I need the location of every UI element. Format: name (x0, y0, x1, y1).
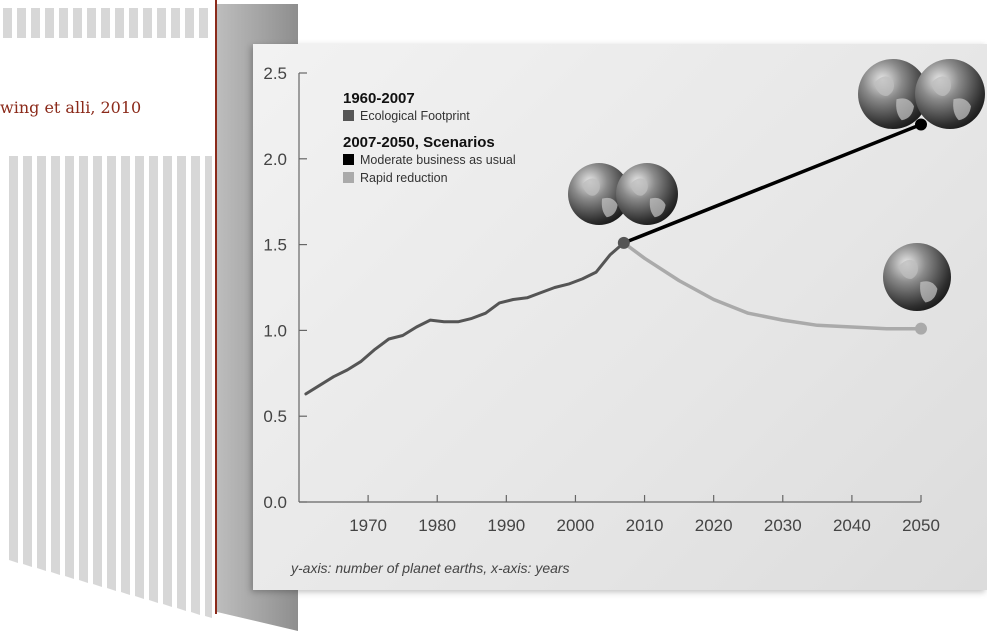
axis-caption: y-axis: number of planet earths, x-axis:… (290, 560, 570, 576)
y-tick-label: 1.0 (263, 321, 287, 340)
x-tick-label: 1980 (418, 516, 456, 535)
legend-heading-scenarios: 2007-2050, Scenarios (343, 134, 495, 151)
x-tick-label: 2010 (626, 516, 664, 535)
x-tick-label: 2030 (764, 516, 802, 535)
x-tick-label: 2040 (833, 516, 871, 535)
globe-icon (616, 163, 678, 225)
rapid-end-point (915, 323, 927, 335)
x-tick-label: 2000 (557, 516, 595, 535)
y-tick-label: 2.5 (263, 64, 287, 83)
legend-swatch-rapid (343, 172, 354, 183)
y-tick-label: 1.5 (263, 236, 287, 255)
x-tick-label: 2020 (695, 516, 733, 535)
legend-heading-historical: 1960-2007 (343, 90, 415, 107)
y-tick-label: 0.5 (263, 407, 287, 426)
x-tick-label: 1990 (487, 516, 525, 535)
series-line-1 (306, 243, 624, 394)
legend: 1960-2007 Ecological Footprint 2007-2050… (343, 90, 516, 185)
legend-swatch-footprint (343, 110, 354, 121)
legend-label-footprint: Ecological Footprint (360, 109, 470, 123)
x-tick-label: 1970 (349, 516, 387, 535)
globe-icon (915, 59, 985, 129)
series-line-3 (624, 243, 921, 329)
globe-icon (883, 243, 951, 311)
junction-point (618, 237, 630, 249)
y-tick-label: 2.0 (263, 150, 287, 169)
legend-label-moderate: Moderate business as usual (360, 153, 516, 167)
globe-decorations (568, 59, 985, 311)
citation-text: wing et alli, 2010 (0, 98, 141, 117)
x-tick-label: 2050 (902, 516, 940, 535)
y-tick-label: 0.0 (263, 493, 287, 512)
line-chart: 0.0 0.5 1.0 1.5 2.0 2.5 1970 1980 1990 2000 2010 20… (253, 44, 987, 590)
legend-label-rapid: Rapid reduction (360, 171, 448, 185)
moderate-end-point (915, 118, 927, 130)
legend-swatch-moderate (343, 154, 354, 165)
chart-panel: 0.0 0.5 1.0 1.5 2.0 2.5 1970 1980 1990 2000 2010 20… (253, 44, 987, 590)
